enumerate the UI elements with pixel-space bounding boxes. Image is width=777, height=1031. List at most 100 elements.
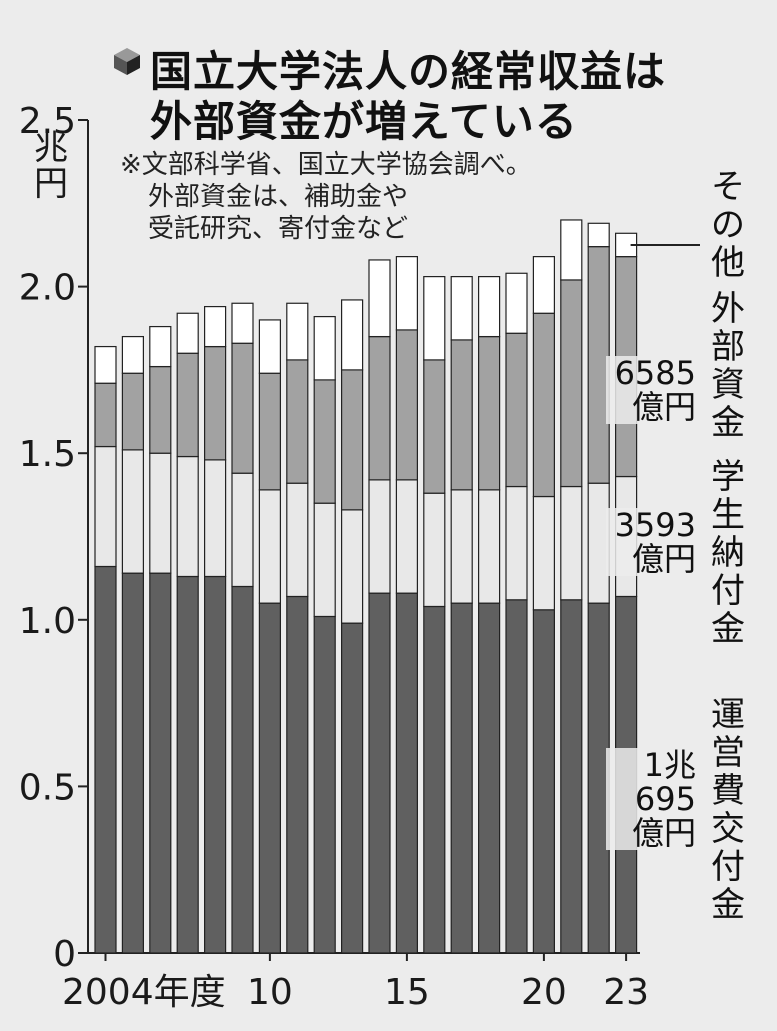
bar-2008-series-0 [204, 575, 227, 954]
annotation-operating-grant-value-2: 695 [634, 780, 696, 818]
bar-2012-series-2 [313, 379, 336, 504]
bar-2015-series-1 [395, 479, 418, 594]
x-tick-label-1: 10 [247, 972, 293, 1013]
bar-2018-series-0 [478, 602, 501, 954]
bar-2009-series-2 [231, 342, 254, 474]
bar-2006-series-0 [149, 572, 172, 954]
bar-2008-series-1 [204, 459, 227, 578]
bar-2017-series-1 [450, 489, 473, 604]
annotation-external-funds-unit: 億円 [631, 388, 696, 426]
bar-2022-series-3 [587, 222, 610, 248]
legend-label-other: その他 [711, 167, 745, 283]
bar-2013-series-3 [341, 299, 364, 371]
bar-2005-series-0 [121, 572, 145, 954]
bar-2004-series-0 [94, 565, 117, 954]
bar-2014-series-1 [368, 479, 391, 594]
bar-2006-series-3 [149, 325, 172, 368]
y-tick-label-0: 0 [53, 934, 76, 975]
y-axis-unit: 兆円 [34, 128, 68, 204]
bar-2010-series-0 [258, 602, 281, 954]
bar-2016-series-2 [423, 359, 446, 494]
annotation-external-funds: 6585 億円 [606, 356, 696, 424]
bar-2020-series-1 [532, 495, 556, 611]
chart-title-line-1: 国立大学法人の経常収益は [150, 47, 667, 96]
bar-2010-series-3 [258, 319, 281, 374]
bar-2010-series-1 [258, 489, 281, 604]
bar-2021-series-1 [560, 485, 583, 601]
bar-2006-series-2 [149, 365, 172, 454]
bar-2016-series-0 [423, 605, 446, 954]
legend-label-operating-grant: 運営費交付金 [711, 695, 745, 925]
annotation-operating-grant-value-1: 1兆 [643, 746, 696, 784]
bar-2011-series-3 [286, 302, 309, 361]
source-note-line-2: 外部資金は、補助金や [148, 182, 409, 212]
legend-label-external-funds: 外部資金 [711, 289, 745, 443]
source-note-line-1: ※文部科学省、国立大学協会調べ。 [120, 150, 532, 180]
source-note-line-3: 受託研究、寄付金など [148, 214, 409, 244]
x-tick-label-4: 23 [603, 972, 649, 1013]
bar-2021-series-3 [560, 219, 583, 281]
bar-2007-series-0 [176, 575, 199, 954]
bar-2007-series-1 [176, 455, 199, 578]
bar-2021-series-0 [560, 599, 583, 954]
bar-2016-series-3 [423, 276, 446, 361]
bar-2014-series-0 [368, 592, 391, 954]
bar-2007-series-2 [176, 352, 199, 458]
bar-2018-series-2 [478, 335, 501, 491]
bar-2020-series-3 [532, 256, 556, 314]
cube-icon [114, 48, 140, 75]
annotation-tuition-unit: 億円 [631, 540, 696, 578]
bar-2014-series-2 [368, 335, 391, 481]
bar-2019-series-0 [505, 599, 528, 954]
bar-2009-series-1 [231, 472, 254, 588]
bar-2016-series-1 [423, 492, 446, 608]
bar-2004-series-2 [94, 382, 117, 448]
y-tick-label-1: 0.5 [19, 767, 76, 808]
bar-2020-series-0 [532, 609, 556, 954]
y-tick-label-3: 1.5 [19, 434, 76, 475]
bar-2005-series-3 [121, 335, 145, 374]
bar-2009-series-0 [231, 585, 254, 954]
annotation-tuition: 3593 億円 [606, 508, 696, 576]
x-tick-label-2: 15 [384, 972, 430, 1013]
y-tick-label-4: 2.0 [19, 268, 76, 309]
bar-2017-series-2 [450, 339, 473, 491]
bar-2010-series-2 [258, 372, 281, 491]
bar-2017-series-3 [450, 276, 473, 341]
bar-2011-series-1 [286, 482, 309, 598]
bar-2008-series-3 [204, 305, 227, 348]
bar-2012-series-1 [313, 502, 336, 618]
bar-2004-series-3 [94, 345, 117, 384]
bar-2017-series-0 [450, 602, 473, 954]
bar-2011-series-2 [286, 359, 309, 484]
y-tick-label-5: 2.5 [19, 101, 76, 142]
bar-2008-series-2 [204, 345, 227, 461]
bar-2019-series-3 [505, 272, 528, 334]
bar-2006-series-1 [149, 452, 172, 574]
bar-2009-series-3 [231, 302, 254, 344]
chart-title-line-2: 外部資金が増えている [150, 97, 578, 146]
bar-2013-series-2 [341, 369, 364, 511]
annotation-operating-grant: 1兆 695 億円 [606, 748, 696, 850]
bar-2011-series-0 [286, 595, 309, 954]
bar-2004-series-1 [94, 445, 117, 568]
bar-2018-series-1 [478, 489, 501, 604]
bar-2012-series-0 [313, 615, 336, 954]
bar-2005-series-2 [121, 372, 145, 451]
annotation-external-funds-value: 6585 [614, 354, 696, 392]
bar-2005-series-1 [121, 449, 145, 574]
y-tick-label-2: 1.0 [19, 601, 76, 642]
x-tick-label-0: 2004年度 [62, 972, 226, 1013]
bar-2012-series-3 [313, 315, 336, 381]
bar-2019-series-1 [505, 485, 528, 601]
annotation-operating-grant-unit: 億円 [631, 814, 696, 852]
bar-2015-series-0 [395, 592, 418, 954]
bar-2019-series-2 [505, 332, 528, 488]
bar-2021-series-2 [560, 279, 583, 488]
bar-2014-series-3 [368, 259, 391, 338]
bar-2007-series-3 [176, 312, 199, 354]
bar-2013-series-1 [341, 509, 364, 624]
bar-2015-series-2 [395, 329, 418, 481]
